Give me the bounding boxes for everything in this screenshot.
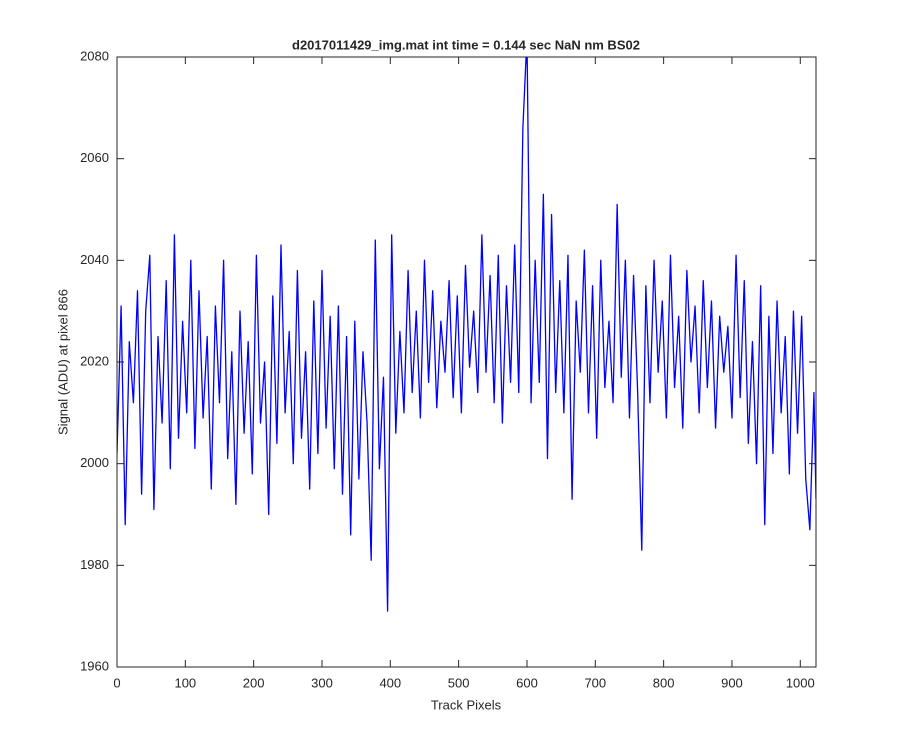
x-tick-label: 700 [584, 675, 606, 690]
x-axis-label: Track Pixels [431, 697, 502, 712]
data-line [117, 57, 816, 612]
x-tick-label: 300 [311, 675, 333, 690]
y-tick-label: 2040 [80, 252, 109, 267]
chart-title: d2017011429_img.mat int time = 0.144 sec… [292, 37, 640, 52]
y-tick-label: 1960 [80, 658, 109, 673]
y-tick-label: 2000 [80, 455, 109, 470]
x-tick-label: 800 [653, 675, 675, 690]
plot-area [117, 57, 816, 667]
axes-box [116, 56, 817, 668]
plot-layer [117, 57, 816, 612]
x-tick-label: 1000 [786, 675, 815, 690]
y-tick-label: 1980 [80, 557, 109, 572]
y-tick-label: 2020 [80, 353, 109, 368]
y-tick-label: 2080 [80, 48, 109, 63]
x-tick-label: 0 [113, 675, 120, 690]
x-tick-label: 100 [174, 675, 196, 690]
y-axis-label: Signal (ADU) at pixel 866 [55, 289, 70, 435]
x-tick-label: 500 [448, 675, 470, 690]
x-tick-label: 600 [516, 675, 538, 690]
x-tick-label: 900 [721, 675, 743, 690]
y-tick-label: 2060 [80, 150, 109, 165]
x-tick-label: 200 [243, 675, 265, 690]
x-tick-label: 400 [379, 675, 401, 690]
